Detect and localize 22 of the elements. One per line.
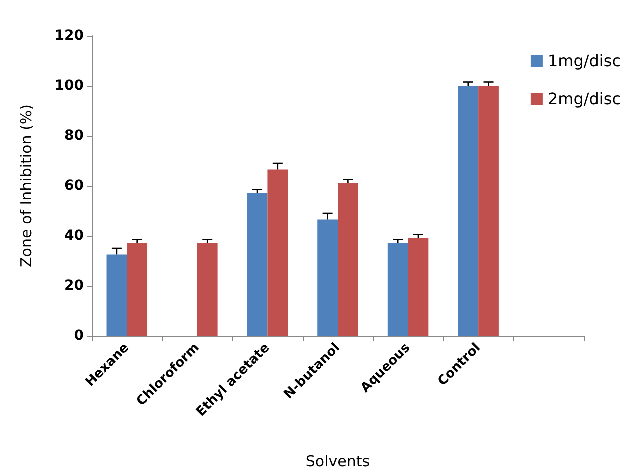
bar	[268, 170, 288, 336]
x-axis-title: Solvents	[306, 452, 370, 470]
bar	[458, 86, 479, 336]
bar	[247, 194, 268, 336]
y-tick-label: 0	[74, 328, 84, 344]
y-tick-label: 60	[64, 178, 84, 194]
bar	[338, 184, 358, 336]
bar	[106, 254, 128, 336]
y-tick-label: 20	[64, 278, 84, 294]
y-axis-title: Zone of Inhibition (%)	[18, 104, 36, 268]
bar	[197, 244, 218, 336]
y-tick-label: 100	[54, 78, 84, 94]
bar	[408, 238, 429, 336]
y-tick-label: 120	[54, 28, 84, 44]
y-tick-label: 40	[64, 228, 84, 244]
bar	[478, 86, 499, 336]
legend-label: 2mg/disc	[548, 90, 621, 108]
bar	[388, 244, 408, 336]
bar	[127, 244, 148, 336]
bar	[318, 220, 338, 336]
legend-label: 1mg/disc	[548, 52, 621, 70]
y-tick-label: 80	[64, 128, 84, 144]
